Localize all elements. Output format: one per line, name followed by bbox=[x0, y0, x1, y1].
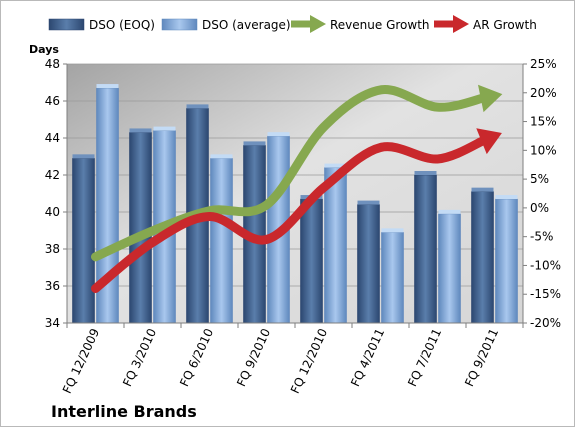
bar-dso-eoq bbox=[471, 191, 494, 324]
y-axis-title: Days bbox=[29, 43, 59, 56]
y-tick-label: 48 bbox=[45, 57, 60, 71]
arrowhead-ar-growth bbox=[476, 128, 502, 155]
bar-dso-eoq bbox=[129, 132, 152, 324]
y-tick-label: 42 bbox=[45, 168, 60, 182]
y2-tick-label: 5% bbox=[530, 172, 549, 186]
bar-top-dso-eoq bbox=[243, 141, 266, 146]
bar-top-dso-average bbox=[96, 84, 119, 89]
legend-label-dso-eoq: DSO (EOQ) bbox=[89, 18, 155, 32]
y2-tick-label: 15% bbox=[530, 115, 557, 129]
y-tick-label: 36 bbox=[45, 279, 60, 293]
x-tick-label: FQ 4/2011 bbox=[348, 326, 387, 388]
bar-top-dso-eoq bbox=[129, 128, 152, 133]
axes bbox=[63, 63, 527, 328]
bar-dso-average bbox=[210, 158, 233, 324]
bar-top-dso-eoq bbox=[72, 154, 95, 159]
y2-tick-label: 0% bbox=[530, 201, 549, 215]
bar-dso-average bbox=[495, 198, 518, 324]
legend-label-ar-growth: AR Growth bbox=[473, 18, 537, 32]
legend-swatch-dso-eoq bbox=[48, 18, 85, 31]
y2-tick-label: 25% bbox=[530, 57, 557, 71]
bar-top-dso-average bbox=[495, 195, 518, 200]
x-tick-label: FQ 3/2010 bbox=[120, 326, 159, 388]
y2-tick-label: -20% bbox=[530, 316, 561, 330]
x-tick-label: FQ 9/2010 bbox=[234, 326, 273, 388]
bar-dso-average bbox=[324, 167, 347, 324]
legend-swatch-ar-growth bbox=[434, 15, 469, 33]
x-tick-label: FQ 9/2011 bbox=[462, 326, 501, 388]
y2-tick-label: -10% bbox=[530, 258, 561, 272]
legend-label-revenue-growth: Revenue Growth bbox=[330, 18, 430, 32]
y-tick-label: 44 bbox=[45, 131, 60, 145]
bar-dso-eoq bbox=[357, 204, 380, 324]
bar-top-dso-eoq bbox=[357, 200, 380, 205]
legend-swatch-revenue-growth bbox=[291, 15, 326, 33]
bar-dso-average bbox=[381, 232, 404, 324]
legend-swatch-dso-average bbox=[161, 18, 198, 31]
bar-top-dso-average bbox=[153, 126, 176, 131]
bar-dso-eoq bbox=[414, 174, 437, 324]
chart-title: Interline Brands bbox=[51, 402, 197, 421]
y-tick-label: 34 bbox=[45, 316, 60, 330]
bar-top-dso-average bbox=[324, 163, 347, 168]
y-tick-label: 40 bbox=[45, 205, 60, 219]
y-tick-label: 38 bbox=[45, 242, 60, 256]
bar-top-dso-average bbox=[438, 209, 461, 214]
arrowhead-revenue-growth bbox=[478, 84, 503, 113]
x-tick-label: FQ 6/2010 bbox=[177, 326, 216, 388]
bar-top-dso-eoq bbox=[414, 171, 437, 175]
bar-dso-eoq bbox=[72, 158, 95, 324]
bar-top-dso-average bbox=[381, 228, 404, 233]
legend-label-dso-average: DSO (average) bbox=[202, 18, 291, 32]
y2-tick-label: 10% bbox=[530, 143, 557, 157]
bar-top-dso-eoq bbox=[186, 104, 209, 109]
line-ar-growth bbox=[91, 135, 490, 293]
x-tick-label: FQ 12/2010 bbox=[288, 326, 330, 395]
line-revenue-growth bbox=[91, 85, 490, 262]
y2-tick-label: -15% bbox=[530, 287, 561, 301]
bar-dso-eoq bbox=[300, 198, 323, 324]
x-tick-label: FQ 7/2011 bbox=[405, 326, 444, 388]
bar-top-dso-average bbox=[210, 154, 233, 159]
bar-top-dso-eoq bbox=[471, 187, 494, 192]
bar-dso-average bbox=[438, 213, 461, 324]
line-layer bbox=[91, 84, 503, 293]
bar-top-dso-average bbox=[267, 132, 290, 137]
y2-tick-label: -5% bbox=[530, 230, 553, 244]
x-tick-label: FQ 12/2009 bbox=[60, 326, 102, 395]
legend: DSO (EOQ) DSO (average) Revenue Growth A… bbox=[48, 15, 537, 33]
y2-tick-label: 20% bbox=[530, 86, 557, 100]
y-tick-label: 46 bbox=[45, 94, 60, 108]
